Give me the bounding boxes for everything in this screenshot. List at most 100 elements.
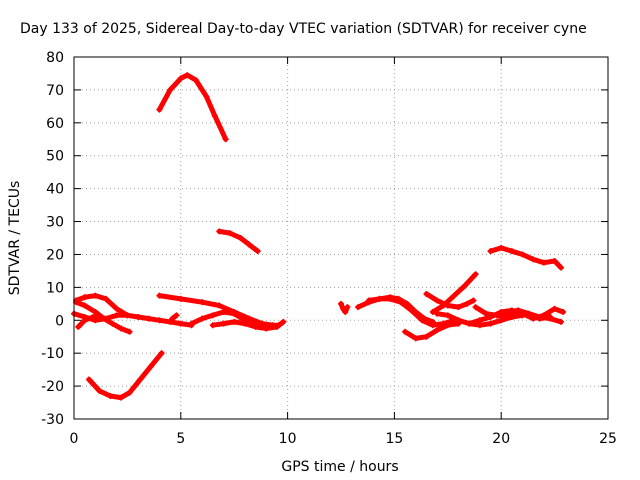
data-point-marker [147, 363, 154, 370]
data-point-marker [135, 313, 142, 320]
data-point-marker [434, 310, 441, 317]
data-point-marker [203, 93, 210, 100]
data-point-marker [451, 292, 458, 299]
data-point-marker [169, 315, 176, 322]
data-point-marker [103, 295, 110, 302]
data-point-marker [117, 394, 124, 401]
ticks: -30 -20 -10 0 10 20 30 40 50 60 70 80 0 5 10 15 20 25 [41, 50, 617, 447]
data-point-marker [340, 305, 347, 312]
data-point-marker [455, 304, 462, 311]
chart-title: Day 133 of 2025, Sidereal Day-to-day VTE… [20, 21, 587, 37]
data-point-marker [338, 300, 344, 307]
data-point-marker [280, 318, 287, 325]
data-point-marker [355, 304, 362, 311]
data-point-marker [226, 230, 233, 237]
data-point-marker [216, 228, 223, 235]
data-point-marker [464, 300, 471, 307]
data-point-marker [158, 350, 165, 357]
series-arc-c [216, 228, 261, 255]
data-point-marker [434, 297, 441, 304]
plot-frame [73, 56, 609, 420]
data-point-marker [429, 309, 436, 316]
y-tick-label: 50 [46, 149, 64, 165]
data-point-marker [231, 310, 238, 317]
series-arc-o [402, 320, 462, 342]
data-point-marker [444, 322, 451, 329]
data-point-marker [558, 264, 565, 271]
data-point-marker [397, 299, 404, 306]
y-tick-label: 20 [46, 247, 64, 263]
data-point-marker [252, 323, 259, 330]
data-point-marker [376, 295, 383, 302]
data-point-marker [551, 305, 558, 312]
y-tick-label: 10 [46, 280, 64, 296]
data-point-marker [173, 312, 180, 319]
data-point-marker [124, 312, 131, 319]
data-point-marker [137, 376, 144, 383]
data-point-marker [199, 299, 206, 306]
x-tick-label: 15 [385, 431, 403, 447]
data-point-marker [487, 320, 494, 327]
data-point-marker [487, 248, 494, 255]
data-point-marker [184, 72, 191, 79]
data-point-marker [558, 318, 565, 325]
x-tick-label: 0 [70, 431, 79, 447]
y-tick-label: 70 [46, 83, 64, 99]
data-point-marker [220, 309, 227, 316]
data-point-marker [156, 292, 163, 299]
data-point-marker [209, 322, 216, 329]
data-point-marker [547, 313, 554, 320]
data-point-marker [508, 307, 515, 314]
x-tick-label: 5 [176, 431, 185, 447]
series-arc-g [75, 313, 105, 330]
data-point-marker [254, 248, 261, 255]
data-point-marker [177, 75, 184, 82]
data-point-marker [476, 317, 483, 324]
data-point-marker [263, 325, 270, 332]
x-tick-label: 25 [599, 431, 617, 447]
data-point-marker [209, 312, 216, 319]
data-point-marker [540, 259, 547, 266]
data-point-marker [237, 235, 244, 241]
data-point-marker [519, 251, 526, 258]
data-point-marker [246, 241, 253, 248]
y-tick-label: -30 [41, 412, 64, 428]
data-point-marker [344, 304, 351, 311]
data-point-marker [156, 317, 163, 324]
data-point-marker [483, 310, 490, 317]
series-arc-k [169, 312, 180, 322]
data-point-marker [177, 320, 184, 327]
y-tick-label: 40 [46, 182, 64, 198]
y-axis-title: SDTVAR / TECUs [7, 181, 23, 296]
x-tick-label: 20 [492, 431, 510, 447]
data-point-marker [117, 325, 124, 332]
data-point-marker [113, 312, 120, 319]
data-point-marker [342, 309, 349, 316]
data-point-marker [126, 328, 133, 335]
data-point-marker [145, 315, 152, 322]
data-point-marker [551, 258, 558, 265]
data-point-marker [109, 320, 116, 327]
data-point-marker [472, 304, 479, 311]
data-point-marker [222, 136, 229, 143]
data-point-marker [167, 318, 174, 325]
y-tick-label: 60 [46, 116, 64, 132]
series-arc-j [209, 318, 270, 332]
data-point-marker [498, 244, 505, 251]
data-point-marker [199, 315, 206, 322]
data-point-marker [560, 309, 567, 316]
data-point-marker [472, 271, 479, 278]
data-point-marker [402, 328, 409, 335]
data-point-marker [75, 323, 82, 330]
series-arc-v [493, 310, 554, 322]
data-point-marker [408, 307, 415, 314]
data-point-marker [107, 392, 114, 399]
data-point-marker [231, 318, 238, 325]
data-point-marker [419, 317, 426, 324]
y-tick-label: 80 [46, 50, 64, 66]
data-point-marker [113, 305, 120, 312]
y-tick-label: 30 [46, 215, 64, 231]
series-arc-q [429, 271, 479, 316]
data-point-marker [530, 256, 537, 263]
